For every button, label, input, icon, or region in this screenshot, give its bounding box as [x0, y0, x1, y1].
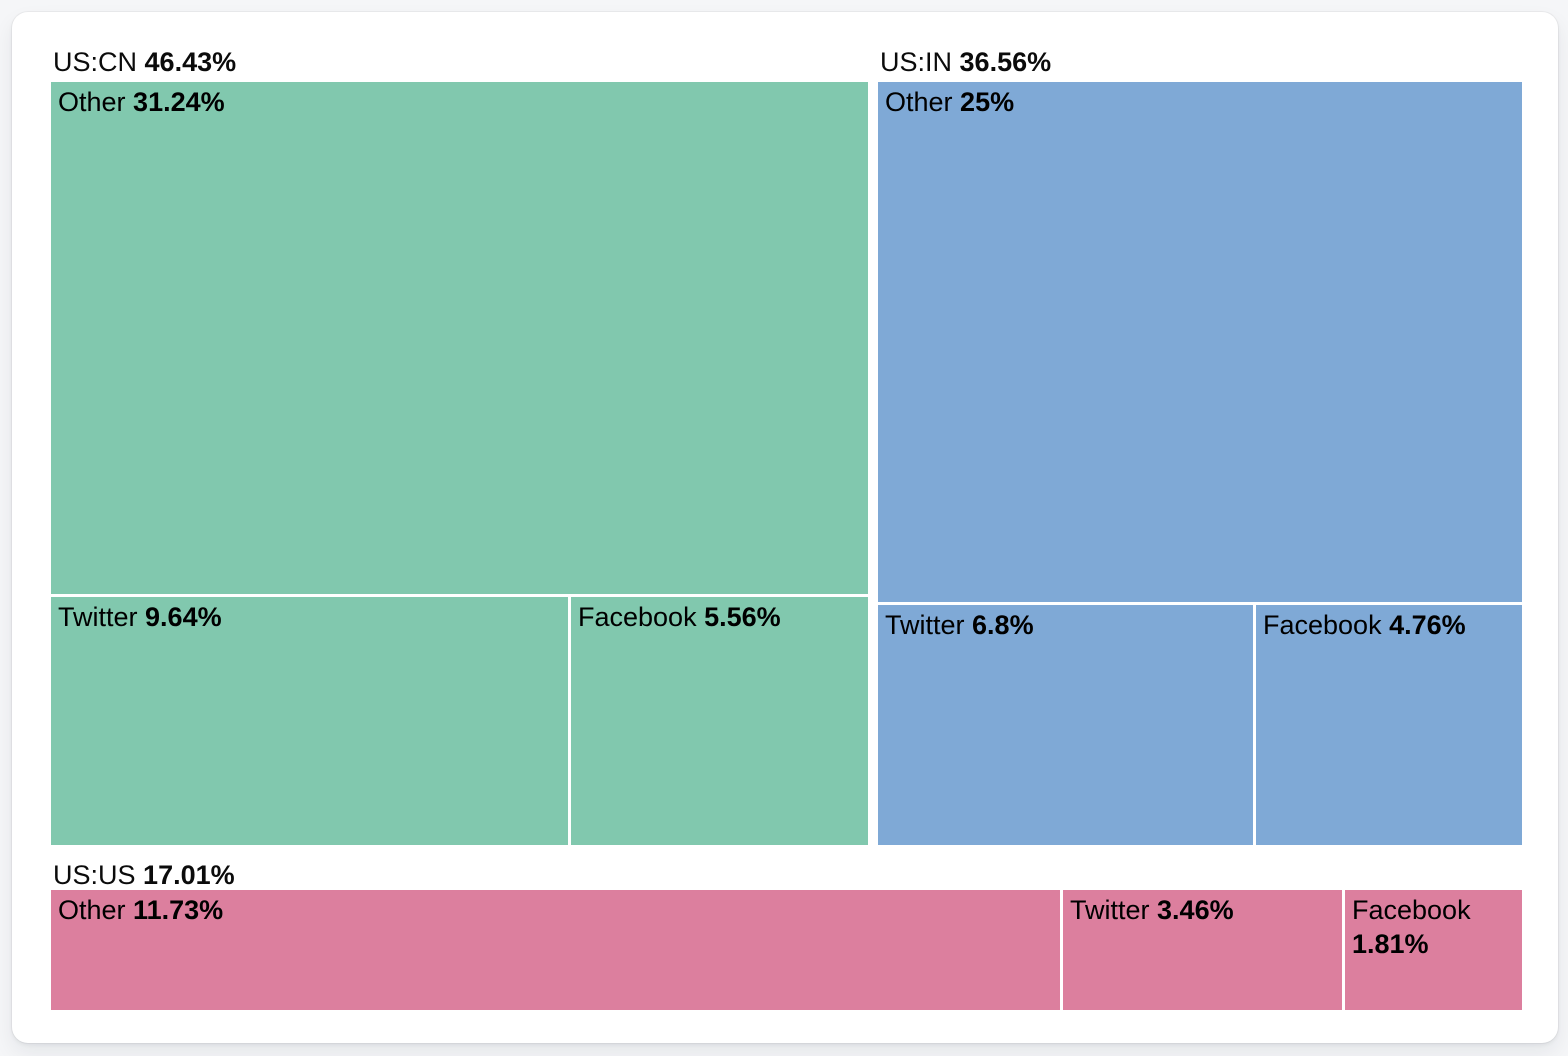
- label-name: US:US: [53, 860, 136, 890]
- treemap-group-label-us-us[interactable]: US:US 17.01%: [51, 858, 1524, 890]
- treemap-cell-us-us-twitter[interactable]: Twitter 3.46%: [1063, 890, 1342, 1010]
- label-name: Twitter: [885, 610, 965, 640]
- label-value: 36.56%: [959, 47, 1052, 77]
- label-value: 11.73%: [133, 895, 224, 925]
- label-value: 31.24%: [133, 87, 225, 117]
- treemap-cell-us-cn-twitter[interactable]: Twitter 9.64%: [51, 597, 568, 845]
- treemap-cell-label: Facebook 1.81%: [1345, 890, 1522, 961]
- treemap-cell-us-cn-facebook[interactable]: Facebook 5.56%: [571, 597, 868, 845]
- treemap-cell-us-in-facebook[interactable]: Facebook 4.76%: [1256, 605, 1522, 845]
- chart-card: US:CN 46.43% Other 31.24% Twitter 9.64% Fac…: [12, 12, 1558, 1043]
- label-name: US:CN: [53, 47, 138, 77]
- treemap-cell-us-cn-other[interactable]: Other 31.24%: [51, 82, 868, 594]
- treemap-group-label-us-cn[interactable]: US:CN 46.43%: [51, 45, 870, 79]
- label-value: 17.01%: [143, 860, 235, 890]
- label-value: 5.56%: [704, 602, 781, 632]
- treemap-cell-label: Twitter 3.46%: [1063, 890, 1342, 927]
- treemap-cell-us-us-other[interactable]: Other 11.73%: [51, 890, 1060, 1010]
- treemap-cell-us-in-other[interactable]: Other 25%: [878, 82, 1522, 602]
- label-value: 6.8%: [972, 610, 1034, 640]
- label-value: 4.76%: [1389, 610, 1466, 640]
- label-name: Other: [58, 87, 126, 117]
- treemap-cell-label: Twitter 9.64%: [51, 597, 568, 634]
- label-value: 46.43%: [144, 47, 237, 77]
- treemap-cell-label: Facebook 4.76%: [1256, 605, 1522, 642]
- label-name: Other: [58, 895, 126, 925]
- label-name: Twitter: [58, 602, 138, 632]
- label-name: Other: [885, 87, 953, 117]
- treemap-cell-us-us-facebook[interactable]: Facebook 1.81%: [1345, 890, 1522, 1010]
- treemap-cell-label: Other 25%: [878, 82, 1522, 119]
- label-value: 25%: [960, 87, 1015, 117]
- treemap-chart: US:CN 46.43% Other 31.24% Twitter 9.64% Fac…: [51, 45, 1522, 1010]
- treemap-cell-label: Twitter 6.8%: [878, 605, 1253, 642]
- label-name: Facebook: [578, 602, 697, 632]
- label-name: US:IN: [880, 47, 953, 77]
- label-name: Twitter: [1070, 895, 1150, 925]
- treemap-cell-label: Facebook 5.56%: [571, 597, 868, 634]
- treemap-cell-label: Other 31.24%: [51, 82, 868, 119]
- treemap-group-label-us-in[interactable]: US:IN 36.56%: [878, 45, 1524, 79]
- label-value: 9.64%: [145, 602, 222, 632]
- label-name: Facebook: [1352, 895, 1471, 925]
- label-name: Facebook: [1263, 610, 1382, 640]
- treemap-cell-us-in-twitter[interactable]: Twitter 6.8%: [878, 605, 1253, 845]
- label-value: 1.81%: [1352, 929, 1429, 959]
- label-value: 3.46%: [1157, 895, 1234, 925]
- treemap-cell-label: Other 11.73%: [51, 890, 1060, 927]
